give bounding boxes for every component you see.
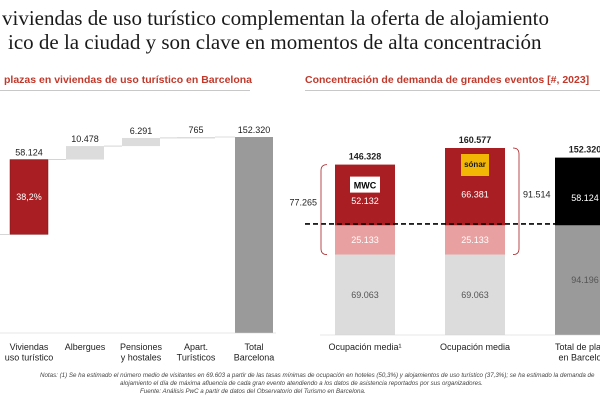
waterfall-category-label-0: Viviendas uso turístico (5, 342, 54, 363)
waterfall-value-label-1: 10.478 (71, 134, 99, 144)
stacked-label-1-event: 66.381 (461, 189, 489, 199)
stacked-total-2: 152.320 (569, 145, 600, 155)
waterfall-value-label-3: 765 (188, 125, 203, 135)
stacked-label-0-base: 69.063 (351, 290, 379, 300)
waterfall-bar-4 (235, 137, 273, 333)
stacked-total-1: 160.577 (459, 135, 492, 145)
notes-source: Fuente: Análisis PwC a partir de datos d… (140, 388, 366, 395)
waterfall-category-label-4: Total Barcelona (234, 342, 275, 363)
stacked-label-1-base: 69.063 (461, 290, 489, 300)
stacked-bar-1-base (445, 254, 505, 335)
waterfall-value-label-4: 152.320 (238, 125, 271, 135)
waterfall-value-label-0: 58.124 (15, 148, 43, 158)
stacked-category-label-0: Ocupación media¹ (328, 342, 401, 352)
sonar-logo-box (461, 154, 489, 176)
bracket-right-label: 91.514 (523, 189, 551, 199)
waterfall-category-label-3: Apart. Turísticos (177, 342, 216, 363)
waterfall-bar-0 (9, 159, 49, 235)
sonar-logo-text: sónar (464, 160, 486, 169)
waterfall-bar-2 (122, 137, 160, 147)
bracket-right (512, 147, 520, 255)
waterfall-category-label-1: Albergues (65, 342, 106, 352)
notes-line1: Notas: (1) Se ha estimado el número medi… (40, 372, 595, 379)
stacked-label-0-event: 52.132 (351, 196, 379, 206)
page-title-line1: viviendas de uso turístico complementan … (2, 6, 549, 30)
waterfall-bar-3 (177, 137, 215, 139)
stacked-category-label-1: Ocupación media (440, 342, 510, 352)
bracket-left-label: 77.265 (289, 198, 317, 208)
waterfall-inner-label: 38,2% (16, 192, 42, 202)
stacked-bar-0-base (335, 254, 395, 335)
mwc-logo-text: MWC (354, 181, 377, 191)
stacked-label-2-base: 94.196 (571, 275, 599, 285)
stacked-total-0: 146.328 (349, 152, 382, 162)
notes-line2: alojamiento el día de máxima afluencia d… (120, 380, 483, 387)
left-chart-title: plazas en viviendas de uso turístico en … (4, 74, 253, 86)
stacked-bar-1-middle (445, 225, 505, 255)
waterfall-category-label-2: Pensiones y hostales (120, 342, 163, 363)
stacked-bar-0-middle (335, 225, 395, 255)
stacked-bar-2-event (555, 157, 600, 226)
waterfall-bar-1 (66, 146, 104, 160)
waterfall-value-label-2: 6.291 (130, 126, 153, 136)
page-title-line2: ico de la ciudad y son clave en momentos… (8, 30, 542, 54)
mwc-logo-box (350, 176, 380, 193)
stacked-bar-2-base (555, 225, 600, 335)
stacked-label-0-middle: 25.133 (351, 235, 379, 245)
stacked-bar-0-event (335, 164, 395, 226)
stacked-label-2-event: 58.124 (571, 193, 599, 203)
right-title-rule (305, 90, 600, 91)
right-chart-title: Concentración de demanda de grandes even… (305, 74, 590, 86)
stacked-label-1-middle: 25.133 (461, 235, 489, 245)
left-title-rule (0, 90, 250, 91)
bracket-left (320, 164, 328, 255)
